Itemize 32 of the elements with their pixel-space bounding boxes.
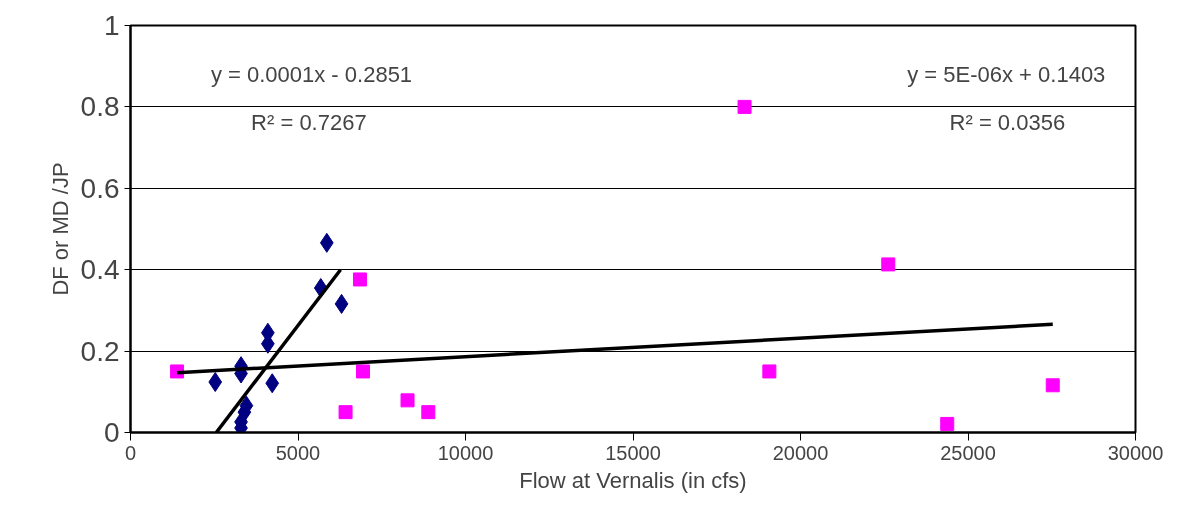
point: [421, 405, 436, 420]
y-tick-label: 0.4: [80, 254, 120, 286]
x-tick-label: 25000: [940, 441, 996, 464]
x-tick-label: 10000: [437, 441, 494, 464]
y-tick-label: 1: [103, 10, 120, 41]
point: [940, 416, 955, 431]
y-tick-label: 0.2: [80, 335, 120, 367]
point: [400, 393, 415, 408]
point: [208, 372, 223, 393]
x-axis-title: Flow at Vernalis (in cfs): [519, 467, 747, 493]
point: [881, 257, 896, 272]
annotation: R² = 0.7267: [251, 110, 367, 136]
point: [762, 364, 777, 379]
point: [265, 373, 280, 394]
point: [355, 364, 370, 379]
x-tick-label: 0: [124, 441, 137, 464]
y-tick-label: 0.6: [80, 172, 120, 204]
x-tick-label: 15000: [605, 441, 661, 464]
point: [1045, 378, 1060, 393]
point: [737, 99, 752, 114]
annotation: y = 5E-06x + 0.1403: [907, 61, 1106, 87]
point: [352, 272, 367, 287]
x-tick-label: 30000: [1107, 441, 1164, 464]
x-tick-label: 20000: [772, 441, 829, 464]
point: [319, 232, 334, 253]
point: [338, 405, 353, 420]
y-tick-label: 0.8: [80, 91, 120, 123]
point: [334, 293, 349, 314]
annotation: y = 0.0001x - 0.2851: [210, 61, 413, 87]
y-axis-title: DF or MD /JP: [47, 162, 73, 296]
annotation: R² = 0.0356: [949, 110, 1066, 136]
x-tick-label: 5000: [275, 441, 321, 464]
